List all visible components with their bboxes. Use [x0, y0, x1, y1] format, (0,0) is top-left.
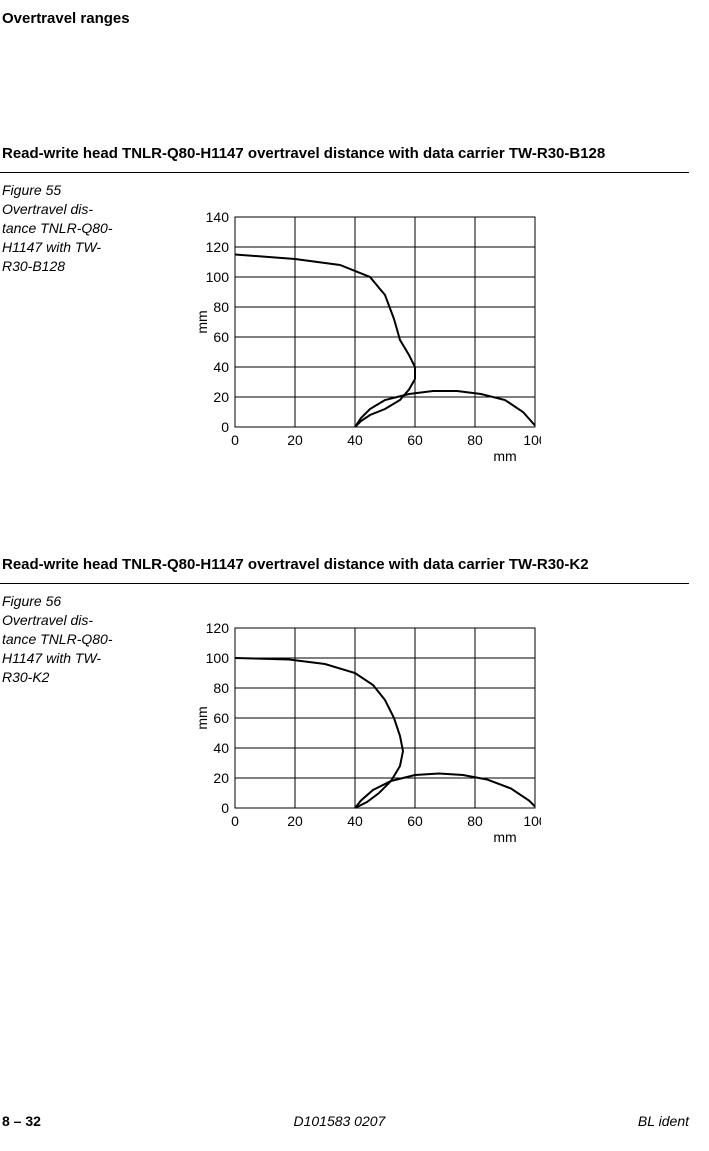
- svg-text:80: 80: [213, 299, 229, 315]
- figure-block-1: Figure 55Overtravel dis-tance TNLR-Q80-H…: [0, 181, 689, 476]
- svg-text:80: 80: [467, 432, 483, 448]
- svg-text:100: 100: [206, 650, 230, 666]
- footer-page-number: 8 – 32: [2, 1113, 41, 1129]
- section-heading-1: Read-write head TNLR-Q80-H1147 overtrave…: [0, 145, 689, 162]
- svg-text:0: 0: [221, 419, 229, 435]
- overtravel-chart-1: 0 20 40 60 80 100 0 20 40 60 80 100 120 140 mm mm: [195, 211, 689, 476]
- svg-text:40: 40: [213, 359, 229, 375]
- page-title: Overtravel ranges: [0, 10, 689, 27]
- section-heading-2: Read-write head TNLR-Q80-H1147 overtrave…: [0, 556, 689, 573]
- svg-text:0: 0: [221, 800, 229, 816]
- figure-block-2: Figure 56Overtravel dis-tance TNLR-Q80-H…: [0, 592, 689, 857]
- svg-text:100: 100: [523, 813, 541, 829]
- figure-caption-1: Figure 55Overtravel dis-tance TNLR-Q80-H…: [0, 181, 135, 275]
- svg-text:120: 120: [206, 622, 230, 636]
- divider-1: [0, 172, 689, 173]
- page-footer: 8 – 32 D101583 0207 BL ident: [0, 1113, 709, 1129]
- svg-text:140: 140: [206, 211, 230, 225]
- svg-text:40: 40: [347, 432, 363, 448]
- svg-text:60: 60: [407, 432, 423, 448]
- svg-text:80: 80: [213, 680, 229, 696]
- svg-text:80: 80: [467, 813, 483, 829]
- svg-text:100: 100: [523, 432, 541, 448]
- svg-text:100: 100: [206, 269, 230, 285]
- chart-holder-1: 0 20 40 60 80 100 0 20 40 60 80 100 120 140 mm mm: [135, 181, 689, 476]
- footer-doc-id: D101583 0207: [41, 1113, 638, 1129]
- svg-text:120: 120: [206, 239, 230, 255]
- svg-text:mm: mm: [195, 310, 210, 333]
- divider-2: [0, 583, 689, 584]
- chart-holder-2: 0 20 40 60 80 100 0 20 40 60 80 100 120 mm mm: [135, 592, 689, 857]
- footer-brand: BL ident: [638, 1113, 689, 1129]
- svg-text:60: 60: [213, 329, 229, 345]
- svg-text:20: 20: [213, 770, 229, 786]
- figure-caption-2: Figure 56Overtravel dis-tance TNLR-Q80-H…: [0, 592, 135, 686]
- overtravel-chart-2: 0 20 40 60 80 100 0 20 40 60 80 100 120 mm mm: [195, 622, 689, 857]
- svg-text:40: 40: [347, 813, 363, 829]
- svg-text:60: 60: [407, 813, 423, 829]
- svg-text:mm: mm: [493, 448, 516, 464]
- svg-text:20: 20: [213, 389, 229, 405]
- svg-text:0: 0: [231, 432, 239, 448]
- svg-text:60: 60: [213, 710, 229, 726]
- svg-text:mm: mm: [493, 829, 516, 845]
- svg-text:20: 20: [287, 432, 303, 448]
- svg-text:20: 20: [287, 813, 303, 829]
- svg-text:0: 0: [231, 813, 239, 829]
- svg-text:mm: mm: [195, 706, 210, 729]
- svg-text:40: 40: [213, 740, 229, 756]
